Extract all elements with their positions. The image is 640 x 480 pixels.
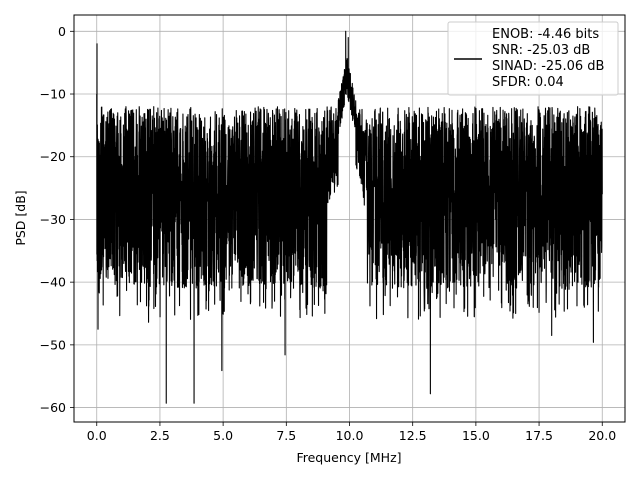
y-tick-label: 0 bbox=[58, 24, 66, 39]
y-axis-label: PSD [dB] bbox=[13, 190, 28, 245]
y-tick-label: −20 bbox=[40, 149, 66, 164]
x-axis-label: Frequency [MHz] bbox=[296, 450, 401, 465]
y-tick-label: −10 bbox=[40, 87, 66, 102]
x-tick-label: 0.0 bbox=[87, 428, 107, 443]
x-tick-label: 12.5 bbox=[399, 428, 427, 443]
x-axis-ticks: 0.0 2.5 5.0 7.5 10.0 12.5 15.0 17.5 20.0 bbox=[87, 422, 616, 443]
x-tick-label: 5.0 bbox=[213, 428, 233, 443]
x-tick-label: 17.5 bbox=[525, 428, 553, 443]
legend-line-sfdr: SFDR: 0.04 bbox=[492, 75, 564, 90]
legend: ENOB: -4.46 bits SNR: -25.03 dB SINAD: -… bbox=[447, 21, 619, 96]
x-tick-label: 10.0 bbox=[336, 428, 364, 443]
x-tick-label: 15.0 bbox=[462, 428, 490, 443]
legend-line-enob: ENOB: -4.46 bits bbox=[492, 27, 599, 42]
x-tick-label: 20.0 bbox=[588, 428, 616, 443]
series-group bbox=[96, 30, 603, 404]
y-tick-label: −40 bbox=[40, 275, 66, 290]
x-tick-label: 7.5 bbox=[276, 428, 296, 443]
legend-box bbox=[447, 21, 619, 96]
y-tick-label: −50 bbox=[40, 337, 66, 352]
legend-line-snr: SNR: -25.03 dB bbox=[492, 43, 590, 58]
y-tick-label: −60 bbox=[40, 400, 66, 415]
y-tick-label: −30 bbox=[40, 212, 66, 227]
legend-line-sinad: SINAD: -25.06 dB bbox=[492, 59, 604, 74]
psd-line bbox=[96, 30, 603, 404]
y-axis-ticks: 0 −10 −20 −30 −40 −50 −60 bbox=[40, 24, 74, 415]
x-tick-label: 2.5 bbox=[150, 428, 170, 443]
